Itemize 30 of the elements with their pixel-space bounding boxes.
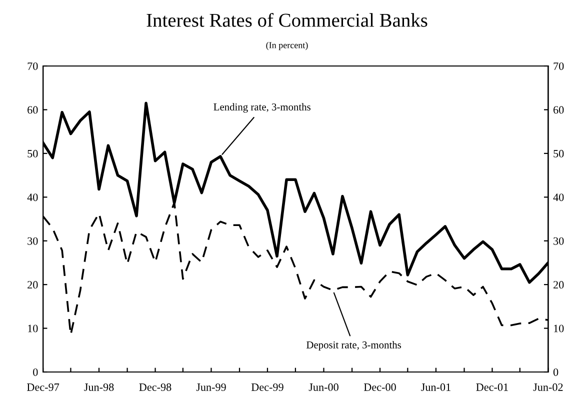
y-tick-label: 60: [28, 106, 38, 114]
x-tick-label: Dec-97: [27, 383, 60, 391]
y-tick-label: 30: [28, 237, 38, 245]
y2-tick-label: 0: [553, 368, 558, 376]
y-tick-label: 70: [28, 62, 38, 70]
x-tick-label: Jun-98: [84, 383, 114, 391]
annotation: Lending rate, 3-months: [214, 103, 310, 113]
x-tick-label: Dec-99: [251, 383, 284, 391]
y-tick-label: 0: [33, 368, 38, 376]
y2-tick-label: 70: [554, 62, 564, 70]
x-tick-label: Jun-01: [421, 383, 450, 391]
chart-title: Interest Rates of Commercial Banks: [146, 12, 428, 27]
x-tick-label: Dec-98: [139, 383, 172, 391]
y-tick-label: 50: [28, 150, 38, 158]
x-tick-label: Dec-01: [476, 383, 508, 391]
y2-tick-label: 20: [554, 281, 564, 289]
y2-tick-label: 30: [554, 237, 564, 245]
y-tick-label: 20: [28, 281, 38, 289]
y2-tick-label: 50: [554, 150, 564, 158]
x-tick-label: Jun-02: [533, 383, 563, 391]
y2-tick-label: 60: [554, 106, 564, 114]
y-tick-label: 40: [27, 194, 38, 202]
x-tick-label: Jun-00: [308, 383, 338, 391]
chart-subtitle: (In percent): [266, 42, 308, 50]
y2-tick-label: 40: [553, 194, 564, 202]
y-tick-label: 10: [28, 324, 38, 332]
x-tick-label: Jun-99: [196, 383, 226, 391]
x-tick-label: Dec-00: [364, 383, 396, 391]
y2-tick-label: 10: [554, 324, 564, 332]
annotation: Deposit rate, 3-months: [306, 341, 402, 351]
